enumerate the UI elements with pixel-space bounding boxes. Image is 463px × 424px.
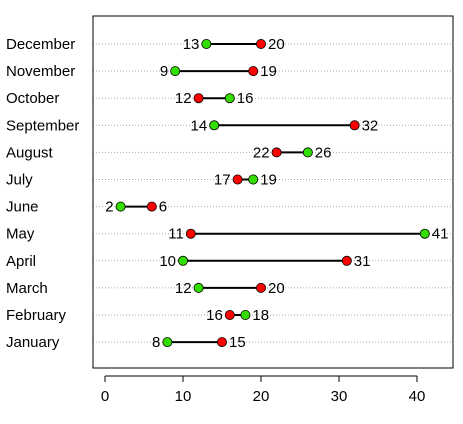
red-point-october	[193, 93, 204, 104]
green-point-april	[177, 255, 188, 266]
red-point-january	[216, 337, 227, 348]
red-point-july	[232, 174, 243, 185]
value-label-august-red: 22	[253, 144, 270, 161]
x-tick-label-0: 0	[101, 388, 109, 405]
value-label-july-red: 17	[214, 172, 231, 189]
red-point-november	[248, 66, 259, 77]
value-label-october-red: 12	[175, 90, 192, 107]
green-point-july	[248, 174, 259, 185]
value-label-march-red: 20	[268, 280, 285, 297]
x-tick-label-10: 10	[175, 388, 192, 405]
category-label-october: October	[6, 90, 59, 107]
value-label-september-red: 32	[362, 117, 379, 134]
category-label-may: May	[6, 226, 35, 243]
category-label-february: February	[6, 307, 67, 324]
data-points	[115, 39, 430, 348]
category-label-march: March	[6, 280, 48, 297]
green-point-december	[201, 39, 212, 50]
value-label-august-green: 26	[315, 144, 332, 161]
x-tick-label-40: 40	[409, 388, 426, 405]
value-label-march-green: 12	[175, 280, 192, 297]
red-point-april	[341, 255, 352, 266]
value-label-november-green: 9	[160, 63, 168, 80]
value-label-november-red: 19	[260, 63, 277, 80]
red-point-february	[224, 309, 235, 320]
red-point-march	[255, 282, 266, 293]
red-point-may	[185, 228, 196, 239]
green-point-november	[170, 66, 181, 77]
value-label-february-green: 18	[252, 307, 269, 324]
connector-segments	[120, 43, 425, 344]
plot-frame	[92, 15, 454, 369]
red-point-december	[255, 39, 266, 50]
value-label-january-red: 15	[229, 334, 246, 351]
category-label-november: November	[6, 63, 75, 80]
category-label-april: April	[6, 253, 36, 270]
red-point-june	[146, 201, 157, 212]
value-label-october-green: 16	[237, 90, 254, 107]
value-label-february-red: 16	[206, 307, 223, 324]
value-label-june-green: 2	[105, 199, 113, 216]
x-axis: 0 10 20 30 40	[101, 375, 426, 405]
value-label-september-green: 14	[191, 117, 208, 134]
x-tick-label-30: 30	[331, 388, 348, 405]
category-labels: December November October September August Ju…	[6, 36, 79, 351]
green-point-may	[419, 228, 430, 239]
value-label-january-green: 8	[152, 334, 160, 351]
green-point-august	[302, 147, 313, 158]
value-label-december-green: 13	[183, 36, 200, 53]
x-tick-label-20: 20	[253, 388, 270, 405]
category-label-december: December	[6, 36, 75, 53]
category-label-january: January	[6, 334, 60, 351]
value-label-december-red: 20	[268, 36, 285, 53]
category-label-june: June	[6, 199, 39, 216]
green-point-february	[240, 309, 251, 320]
value-label-april-green: 10	[159, 253, 176, 270]
category-label-august: August	[6, 144, 54, 161]
red-point-september	[349, 120, 360, 131]
green-point-june	[115, 201, 126, 212]
value-label-april-red: 31	[354, 253, 371, 270]
category-label-september: September	[6, 117, 79, 134]
green-point-march	[193, 282, 204, 293]
value-label-may-green: 41	[432, 226, 449, 243]
value-label-may-red: 11	[168, 226, 184, 243]
green-point-october	[224, 93, 235, 104]
value-label-june-red: 6	[159, 199, 167, 216]
red-point-august	[271, 147, 282, 158]
category-label-july: July	[6, 172, 33, 189]
value-label-july-green: 19	[260, 172, 277, 189]
grid-lines	[93, 43, 453, 343]
green-point-september	[209, 120, 220, 131]
green-point-january	[162, 337, 173, 348]
